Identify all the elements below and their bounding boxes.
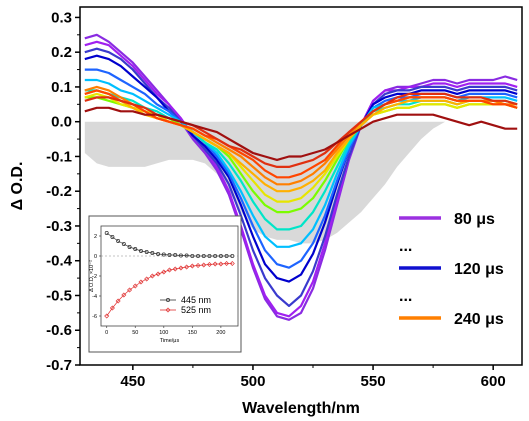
inset-y-axis-label: Δ O.D. ×10⁻² bbox=[89, 260, 95, 292]
inset-data-point bbox=[104, 313, 110, 319]
inset-data-point bbox=[116, 239, 121, 243]
inset-data-point bbox=[224, 254, 229, 258]
inset-x-tick-label: 200 bbox=[216, 330, 225, 336]
inset-data-point bbox=[155, 271, 161, 277]
inset-data-point bbox=[121, 292, 127, 298]
legend-label: 240 μs bbox=[454, 311, 504, 328]
inset-data-point bbox=[115, 298, 121, 304]
inset-data-point bbox=[144, 276, 150, 282]
legend-label: 80 μs bbox=[454, 211, 495, 228]
inset-legend-label: 525 nm bbox=[181, 305, 211, 315]
steady-state-shaded-area bbox=[84, 121, 518, 244]
spectrum-line-12 bbox=[84, 89, 518, 179]
y-tick-label: -0.5 bbox=[46, 287, 72, 304]
inset-data-point bbox=[218, 254, 223, 258]
inset-data-point bbox=[139, 249, 143, 253]
x-tick-label: 600 bbox=[481, 373, 506, 390]
inset-data-point bbox=[224, 261, 230, 266]
inset-data-point bbox=[127, 245, 132, 249]
inset-data-point bbox=[161, 252, 166, 257]
inset-x-tick-label: 150 bbox=[188, 330, 197, 336]
inset-data-point bbox=[161, 269, 167, 275]
inset-data-point bbox=[230, 254, 235, 258]
y-tick-label: -0.7 bbox=[46, 357, 72, 374]
inset-data-point bbox=[167, 253, 172, 257]
inset-data-point bbox=[133, 247, 138, 251]
x-tick-label: 450 bbox=[120, 373, 145, 390]
inset-data-point bbox=[196, 254, 200, 258]
inset-data-point bbox=[189, 263, 195, 269]
inset-data-point bbox=[150, 251, 155, 255]
inset-x-tick-label: 100 bbox=[159, 330, 168, 336]
inset-data-point bbox=[144, 250, 149, 254]
inset-x-axis-label: Time/μs bbox=[160, 338, 180, 344]
inset-data-point bbox=[229, 261, 235, 266]
inset-data-point bbox=[156, 252, 161, 256]
inset-y-tick-label: -6 bbox=[92, 314, 97, 320]
inset-data-point bbox=[127, 287, 133, 293]
inset-y-tick-label: 0 bbox=[94, 254, 97, 260]
x-axis-label: Wavelength/nm bbox=[242, 400, 360, 417]
y-tick-label: 0.2 bbox=[51, 44, 72, 61]
y-tick-label: -0.6 bbox=[46, 322, 72, 339]
inset-data-point bbox=[121, 242, 126, 246]
x-tick-label: 500 bbox=[240, 373, 265, 390]
inset-data-point bbox=[178, 265, 184, 271]
inset-data-point bbox=[149, 273, 155, 279]
y-tick-label: -0.2 bbox=[46, 183, 72, 200]
inset-data-point bbox=[212, 261, 218, 267]
inset-data-point bbox=[173, 253, 178, 257]
inset-data-point bbox=[207, 254, 212, 258]
y-tick-label: 0.1 bbox=[51, 79, 72, 96]
inset-y-tick-label: -2 bbox=[92, 274, 97, 280]
inset-legend-marker bbox=[166, 298, 170, 302]
inset-data-point bbox=[184, 253, 189, 258]
inset-data-point bbox=[195, 263, 201, 268]
inset-data-point bbox=[172, 266, 178, 272]
y-tick-label: -0.4 bbox=[46, 253, 73, 270]
inset-legend-label: 445 nm bbox=[181, 295, 211, 305]
legend-ellipsis: ... bbox=[399, 238, 412, 255]
inset-data-point bbox=[110, 235, 115, 239]
inset-data-point bbox=[109, 305, 115, 311]
inset-legend-marker bbox=[165, 307, 171, 313]
inset-data-point bbox=[218, 261, 224, 267]
spectrum-line-4 bbox=[84, 54, 518, 283]
y-axis-label: Δ O.D. bbox=[9, 162, 26, 211]
y-tick-label: -0.3 bbox=[46, 218, 72, 235]
legend-label: 120 μs bbox=[454, 261, 504, 278]
inset-data-point bbox=[138, 279, 144, 285]
inset-x-tick-label: 0 bbox=[105, 330, 108, 336]
inset-data-point bbox=[167, 267, 172, 273]
spectrum-line-2 bbox=[84, 40, 518, 318]
x-tick-label: 550 bbox=[361, 373, 386, 390]
inset-data-point bbox=[201, 262, 207, 268]
inset-data-point bbox=[178, 253, 183, 258]
inset-y-tick-label: 2 bbox=[94, 234, 97, 240]
inset-data-point bbox=[184, 264, 190, 270]
inset-data-point bbox=[206, 262, 212, 267]
inset-y-tick-label: -4 bbox=[92, 294, 97, 300]
legend-ellipsis: ... bbox=[399, 288, 412, 305]
inset-x-tick-label: 50 bbox=[132, 330, 138, 336]
spectrum-line-14 bbox=[84, 106, 518, 161]
y-tick-label: -0.1 bbox=[46, 148, 72, 165]
inset-data-point bbox=[201, 254, 206, 258]
inset-data-point bbox=[104, 231, 109, 235]
inset-data-point bbox=[132, 283, 138, 289]
inset-data-point bbox=[190, 254, 195, 258]
spectrum-line-1 bbox=[84, 33, 518, 321]
inset-data-point bbox=[213, 254, 218, 258]
plot-frame bbox=[79, 6, 523, 366]
y-tick-label: 0.3 bbox=[51, 9, 72, 26]
y-tick-label: 0.0 bbox=[51, 114, 72, 131]
